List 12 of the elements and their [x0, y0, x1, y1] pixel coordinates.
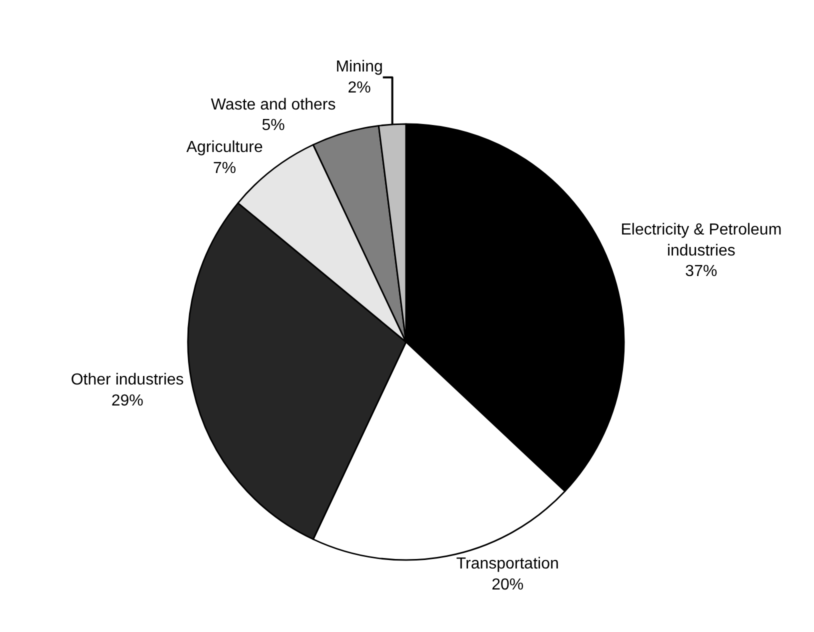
data-label: 5% [262, 117, 285, 134]
data-label: 7% [213, 160, 236, 177]
slice-label: Electricity & Petroleum industries [620, 222, 782, 260]
slice-label: Mining [336, 58, 383, 76]
data-label: 2% [348, 79, 371, 96]
slice-label: Transportation [456, 555, 559, 572]
data-label: 20% [492, 576, 524, 594]
slice-label: Other industries [70, 372, 184, 389]
slice-label: Waste and others [210, 96, 336, 114]
data-label: 29% [111, 392, 144, 410]
slice-label: Agriculture [186, 139, 263, 156]
data-label: 37% [685, 263, 718, 280]
